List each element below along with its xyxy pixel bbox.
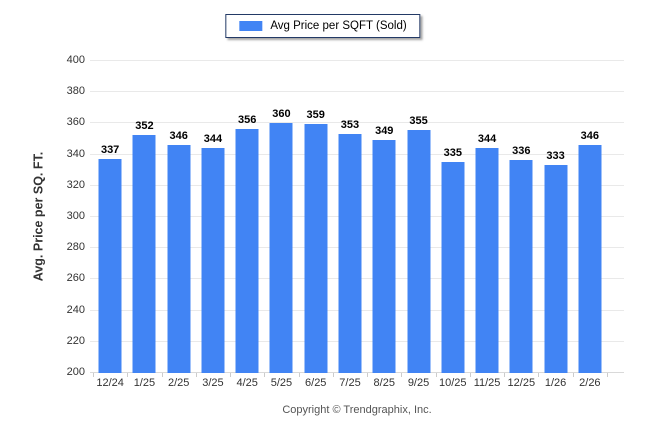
legend-label: Avg Price per SQFT (Sold): [270, 20, 407, 32]
legend-swatch: [239, 21, 263, 31]
x-axis-labels: 12/24 1/25 2/25 3/25 4/25 5/25 6/25 7/25 8/25 9/2…: [90, 377, 624, 389]
y-tick-label: 220: [66, 334, 85, 347]
bar: [372, 139, 396, 373]
x-tick-label: 1/26: [544, 377, 567, 389]
bar-value-label: 333: [546, 149, 565, 162]
x-tick-mark: [195, 373, 197, 377]
x-tick-mark: [127, 373, 129, 377]
x-tick-mark: [298, 373, 300, 377]
bar: [98, 158, 122, 373]
bar-value-label: 356: [238, 113, 257, 126]
bar: [338, 133, 362, 373]
x-tick-label: 2/25: [167, 377, 190, 389]
x-tick-label: 9/25: [407, 377, 430, 389]
bar-value-label: 337: [100, 143, 120, 156]
bar-value-label: 344: [477, 132, 497, 145]
y-tick-label: 400: [66, 54, 85, 66]
x-tick-mark: [504, 373, 506, 377]
x-tick-label: 12/25: [507, 377, 536, 389]
bar-cell: 335: [436, 60, 470, 373]
y-axis-labels: 400 380 360 340 320 300 280 260 240 220 200: [0, 54, 85, 378]
x-tick-mark: [572, 373, 574, 377]
bar-cell: 346: [162, 60, 196, 373]
x-tick-mark: [469, 373, 471, 377]
x-tick-label: 11/25: [473, 377, 501, 389]
bar: [407, 130, 431, 373]
bar: [475, 147, 499, 373]
bar: [132, 135, 156, 373]
y-tick-label: 200: [66, 366, 85, 378]
y-tick-label: 360: [66, 116, 85, 129]
bar-value-label: 349: [375, 124, 394, 137]
bar-value-label: 344: [203, 132, 223, 145]
bar: [235, 128, 259, 373]
x-tick-label: 3/25: [202, 377, 224, 389]
bar-cell: 353: [333, 60, 367, 373]
bar: [578, 144, 602, 373]
bar-value-label: 346: [169, 129, 188, 142]
x-tick-mark: [230, 373, 232, 377]
bar-cell: 359: [299, 60, 333, 373]
x-tick-label: 4/25: [236, 377, 258, 389]
bar: [441, 161, 465, 373]
bar: [509, 160, 533, 373]
bar-value-label: 360: [272, 107, 291, 120]
bar-cell: 355: [401, 60, 435, 373]
bar-cell: 344: [196, 60, 230, 373]
bars: 337 352 346 344 356 360 359 353 349 355 335 344 336 3…: [90, 60, 624, 373]
bar-value-label: 353: [340, 118, 360, 131]
x-tick-label: 7/25: [339, 377, 361, 389]
x-tick-mark: [93, 373, 94, 377]
x-tick-label: 1/25: [133, 377, 156, 389]
x-tick-mark: [367, 373, 369, 377]
bar-cell: 352: [127, 60, 161, 373]
bar: [544, 164, 568, 373]
y-tick-label: 300: [66, 210, 85, 222]
bar-value-label: 336: [512, 145, 531, 158]
bar-value-label: 346: [580, 129, 600, 142]
bar-cell: 360: [264, 60, 298, 373]
bar-value-label: 355: [409, 115, 428, 128]
bar: [304, 124, 328, 373]
x-tick-label: 8/25: [373, 377, 395, 389]
bar-cell: 333: [538, 60, 572, 373]
bar-cell: 344: [470, 60, 504, 373]
x-tick-mark: [538, 373, 540, 377]
y-tick-label: 340: [66, 147, 85, 160]
bar-cell: 336: [504, 60, 538, 373]
x-tick-mark: [435, 373, 437, 377]
x-tick-label: 12/24: [96, 377, 124, 389]
y-tick-label: 240: [66, 303, 85, 316]
x-tick-label: 2/26: [579, 377, 601, 389]
x-tick-mark: [607, 373, 608, 377]
bar-value-label: 335: [443, 146, 462, 159]
bar-cell: 337: [93, 60, 127, 373]
x-tick-mark: [264, 373, 266, 377]
bar: [269, 122, 293, 373]
x-tick-label: 10/25: [439, 377, 467, 389]
y-tick-label: 320: [66, 178, 85, 191]
bar-cell: 356: [230, 60, 264, 373]
x-tick-label: 5/25: [270, 377, 293, 389]
x-tick-mark: [401, 373, 403, 377]
x-tick-label: 6/25: [305, 377, 327, 389]
bar-cell: 346: [573, 60, 607, 373]
copyright-text: Copyright © Trendgraphix, Inc.: [282, 404, 432, 416]
x-tick-mark: [332, 373, 334, 377]
gridline: [90, 91, 624, 93]
bar-cell: 349: [367, 60, 401, 373]
gridline: [90, 122, 624, 124]
bar-value-label: 359: [306, 109, 325, 122]
bar-value-label: 352: [135, 120, 154, 133]
x-tick-mark: [161, 373, 163, 377]
y-tick-label: 260: [66, 272, 85, 285]
bar: [167, 144, 191, 373]
gridline: [90, 60, 624, 61]
bar: [201, 147, 225, 373]
y-tick-label: 380: [66, 85, 85, 98]
chart-area: 337 352 346 344 356 360 359 353 349 355 335 344 336 3…: [90, 60, 624, 377]
y-tick-label: 280: [66, 241, 85, 254]
legend: Avg Price per SQFT (Sold): [225, 14, 421, 38]
